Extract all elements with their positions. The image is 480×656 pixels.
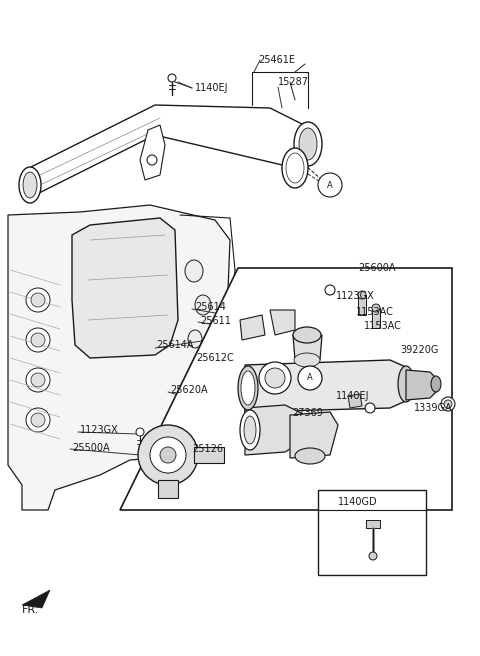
Text: 1339GA: 1339GA bbox=[414, 403, 453, 413]
Polygon shape bbox=[25, 105, 320, 200]
Polygon shape bbox=[406, 370, 438, 400]
Text: FR.: FR. bbox=[22, 605, 39, 615]
Text: 27369: 27369 bbox=[292, 408, 323, 418]
Text: 25614: 25614 bbox=[195, 302, 226, 312]
Text: 25600A: 25600A bbox=[358, 263, 396, 273]
Circle shape bbox=[150, 437, 186, 473]
Polygon shape bbox=[140, 125, 165, 180]
Circle shape bbox=[265, 368, 285, 388]
Ellipse shape bbox=[299, 128, 317, 160]
Ellipse shape bbox=[19, 167, 41, 203]
Ellipse shape bbox=[240, 410, 260, 450]
Circle shape bbox=[31, 293, 45, 307]
Ellipse shape bbox=[294, 122, 322, 166]
Circle shape bbox=[31, 413, 45, 427]
Bar bbox=[366, 520, 380, 528]
Text: 1153AC: 1153AC bbox=[356, 307, 394, 317]
Ellipse shape bbox=[185, 260, 203, 282]
Polygon shape bbox=[8, 205, 235, 510]
Circle shape bbox=[358, 291, 366, 299]
Ellipse shape bbox=[188, 330, 202, 348]
Ellipse shape bbox=[238, 366, 258, 410]
Text: 1123GX: 1123GX bbox=[336, 291, 375, 301]
Circle shape bbox=[365, 403, 375, 413]
Polygon shape bbox=[120, 268, 452, 510]
Bar bbox=[358, 295, 366, 315]
Circle shape bbox=[26, 368, 50, 392]
Circle shape bbox=[168, 74, 176, 82]
Polygon shape bbox=[290, 412, 338, 458]
Polygon shape bbox=[245, 360, 408, 412]
Circle shape bbox=[160, 447, 176, 463]
Circle shape bbox=[441, 397, 455, 411]
Text: 15287: 15287 bbox=[278, 77, 309, 87]
Text: A: A bbox=[327, 180, 333, 190]
Circle shape bbox=[138, 425, 198, 485]
Circle shape bbox=[259, 362, 291, 394]
Circle shape bbox=[147, 155, 157, 165]
Ellipse shape bbox=[398, 366, 414, 402]
Circle shape bbox=[325, 285, 335, 295]
Ellipse shape bbox=[244, 416, 256, 444]
Bar bbox=[194, 447, 224, 463]
Ellipse shape bbox=[195, 295, 211, 315]
Ellipse shape bbox=[293, 327, 321, 343]
Text: 25461E: 25461E bbox=[258, 55, 295, 65]
Circle shape bbox=[26, 288, 50, 312]
Circle shape bbox=[318, 173, 342, 197]
Ellipse shape bbox=[282, 148, 308, 188]
Text: 25611: 25611 bbox=[200, 316, 231, 326]
Text: 25614A: 25614A bbox=[156, 340, 193, 350]
Text: 1140GD: 1140GD bbox=[338, 497, 378, 507]
Ellipse shape bbox=[295, 448, 325, 464]
Text: 25620A: 25620A bbox=[170, 385, 208, 395]
Polygon shape bbox=[240, 315, 265, 340]
Ellipse shape bbox=[294, 353, 320, 367]
Circle shape bbox=[26, 328, 50, 352]
Text: 1153AC: 1153AC bbox=[364, 321, 402, 331]
Text: 39220G: 39220G bbox=[400, 345, 438, 355]
Ellipse shape bbox=[23, 172, 37, 198]
Bar bbox=[158, 480, 178, 498]
Polygon shape bbox=[270, 310, 295, 335]
Text: A: A bbox=[307, 373, 313, 382]
Text: 25126: 25126 bbox=[192, 444, 223, 454]
Polygon shape bbox=[293, 335, 322, 360]
Polygon shape bbox=[245, 405, 305, 455]
Text: 25612C: 25612C bbox=[196, 353, 234, 363]
Circle shape bbox=[444, 400, 452, 408]
Ellipse shape bbox=[241, 371, 255, 405]
Text: 1140EJ: 1140EJ bbox=[195, 83, 228, 93]
Text: 25500A: 25500A bbox=[72, 443, 109, 453]
Bar bbox=[318, 490, 426, 575]
Polygon shape bbox=[348, 394, 362, 408]
Bar bbox=[372, 308, 380, 328]
Polygon shape bbox=[72, 218, 178, 358]
Polygon shape bbox=[22, 590, 50, 608]
Circle shape bbox=[31, 373, 45, 387]
Circle shape bbox=[26, 408, 50, 432]
Circle shape bbox=[31, 333, 45, 347]
Text: 1123GX: 1123GX bbox=[80, 425, 119, 435]
Ellipse shape bbox=[286, 153, 304, 183]
Circle shape bbox=[372, 304, 380, 312]
Circle shape bbox=[136, 428, 144, 436]
Ellipse shape bbox=[431, 376, 441, 392]
Circle shape bbox=[369, 552, 377, 560]
Text: 1140EJ: 1140EJ bbox=[336, 391, 370, 401]
Circle shape bbox=[298, 366, 322, 390]
